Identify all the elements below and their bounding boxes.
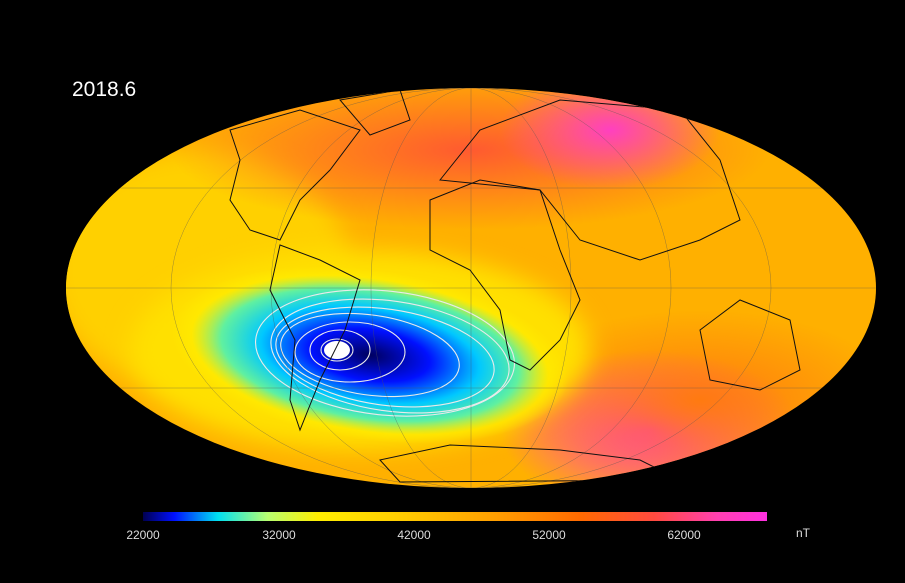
graticule <box>66 88 876 488</box>
colorbar-tick: 42000 <box>397 528 431 542</box>
colorbar-tick: 62000 <box>667 528 701 542</box>
colorbar <box>143 512 767 521</box>
south-atlantic-anomaly <box>171 266 569 444</box>
colorbar-tick: 22000 <box>126 528 160 542</box>
year-label: 2018.6 <box>72 78 137 101</box>
colorbar-tick: 52000 <box>532 528 566 542</box>
colorbar-unit: nT <box>796 526 811 540</box>
anomaly-minimum <box>324 341 350 359</box>
coastlines <box>229 89 801 483</box>
colorbar-tick: 32000 <box>262 528 296 542</box>
siberian-high <box>500 88 720 190</box>
contour-lines <box>254 289 516 417</box>
